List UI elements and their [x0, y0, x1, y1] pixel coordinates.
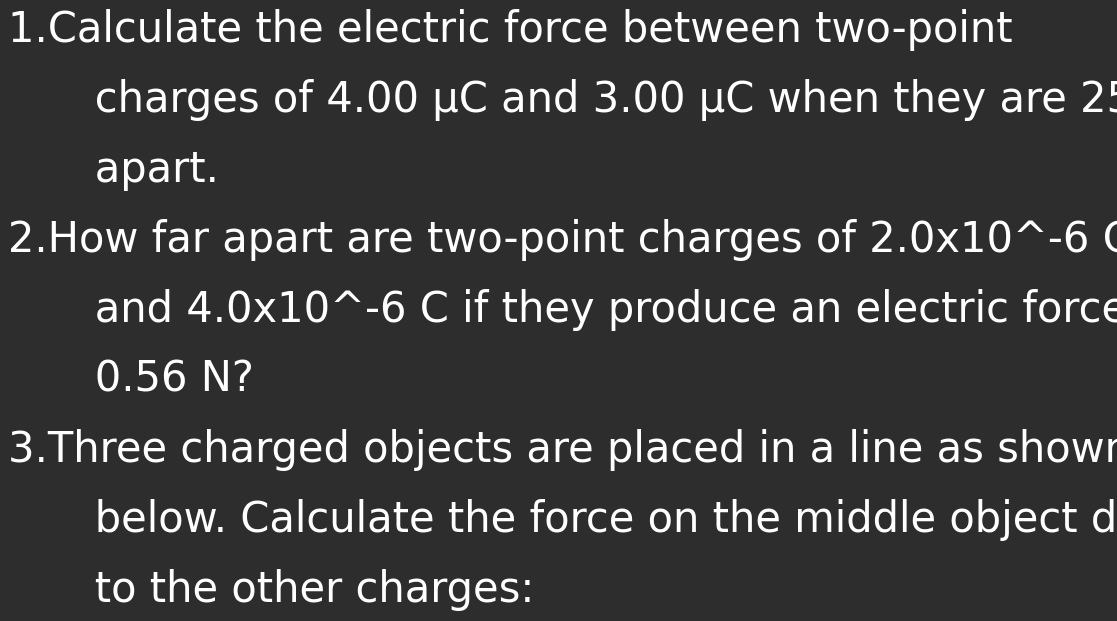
Text: 2.How far apart are two-point charges of 2.0x10^-6 C: 2.How far apart are two-point charges of…	[8, 219, 1117, 261]
Text: below. Calculate the force on the middle object due: below. Calculate the force on the middle…	[55, 499, 1117, 541]
Text: 1.Calculate the electric force between two-point: 1.Calculate the electric force between t…	[8, 9, 1013, 51]
Text: and 4.0x10^-6 C if they produce an electric force of: and 4.0x10^-6 C if they produce an elect…	[55, 289, 1117, 331]
Text: apart.: apart.	[55, 149, 219, 191]
Text: to the other charges:: to the other charges:	[55, 569, 534, 611]
Text: 0.56 N?: 0.56 N?	[55, 359, 254, 401]
Text: charges of 4.00 μC and 3.00 μC when they are 25 cm: charges of 4.00 μC and 3.00 μC when they…	[55, 79, 1117, 121]
Text: 3.Three charged objects are placed in a line as shown: 3.Three charged objects are placed in a …	[8, 429, 1117, 471]
